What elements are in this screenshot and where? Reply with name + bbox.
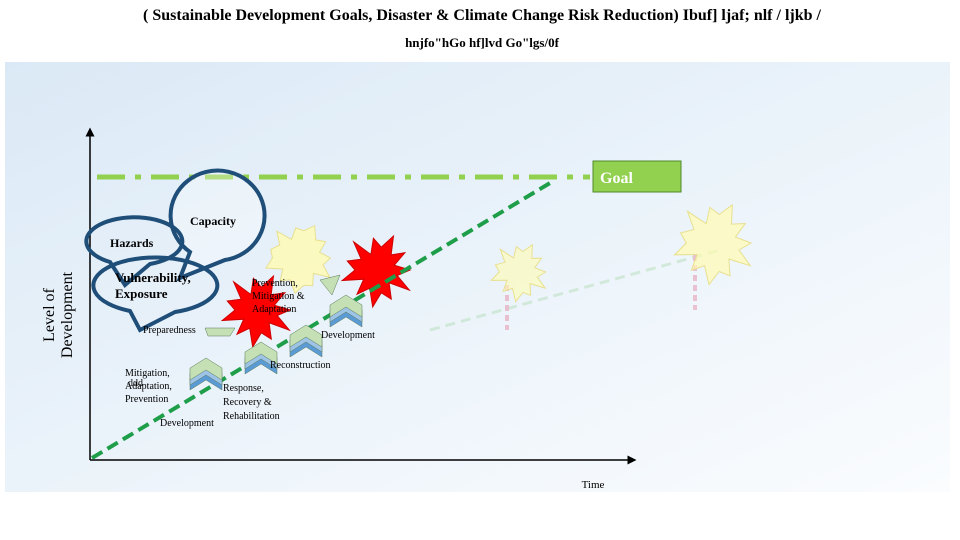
chevron bbox=[189, 357, 223, 381]
prevention-label: Prevention, Mitigation & Adaptation bbox=[252, 278, 305, 315]
response-label: Response, Recovery & Rehabilitation bbox=[223, 383, 280, 422]
goal-label: Goal bbox=[600, 170, 633, 187]
chevron bbox=[244, 341, 278, 365]
x-axis-label: Time bbox=[582, 479, 605, 491]
development-lower-label: Development bbox=[160, 418, 214, 429]
capacity-label: Capacity bbox=[190, 214, 236, 228]
stars bbox=[220, 203, 753, 349]
explosion bbox=[220, 274, 292, 349]
preparedness-label: Preparedness bbox=[143, 325, 196, 336]
explosion bbox=[490, 243, 547, 303]
title-line2: hnjfo"hGo hf]lvd Go"lgs/0f bbox=[405, 35, 560, 50]
phase-labels: Prevention, Mitigation & Adaptation Prepar… bbox=[125, 278, 375, 429]
chevron bbox=[289, 324, 323, 348]
title-line1: ( Sustainable Development Goals, Disaste… bbox=[143, 7, 822, 24]
mitigation-label: Mitigation, Adaptation, Prevention bbox=[125, 368, 172, 405]
explosion bbox=[265, 224, 332, 294]
bubbles bbox=[84, 168, 267, 333]
chevrons bbox=[189, 274, 363, 391]
chevron bbox=[329, 294, 363, 318]
arrow-shape bbox=[319, 274, 341, 296]
vulnerability-label: Vulnerability, Exposure bbox=[115, 270, 191, 301]
hazards-label: Hazards bbox=[110, 236, 154, 250]
reconstruction-label: Reconstruction bbox=[270, 360, 331, 371]
development-upper-label: Development bbox=[321, 330, 375, 341]
explosion bbox=[673, 203, 753, 286]
faint-elements bbox=[429, 248, 721, 332]
arrow-shape bbox=[204, 327, 236, 337]
overlap-label: ddd bbox=[128, 378, 143, 389]
goal-box bbox=[592, 160, 682, 193]
panel bbox=[5, 62, 950, 492]
y-axis-label: Level ofDevelopment bbox=[41, 271, 76, 358]
explosion bbox=[340, 234, 412, 309]
